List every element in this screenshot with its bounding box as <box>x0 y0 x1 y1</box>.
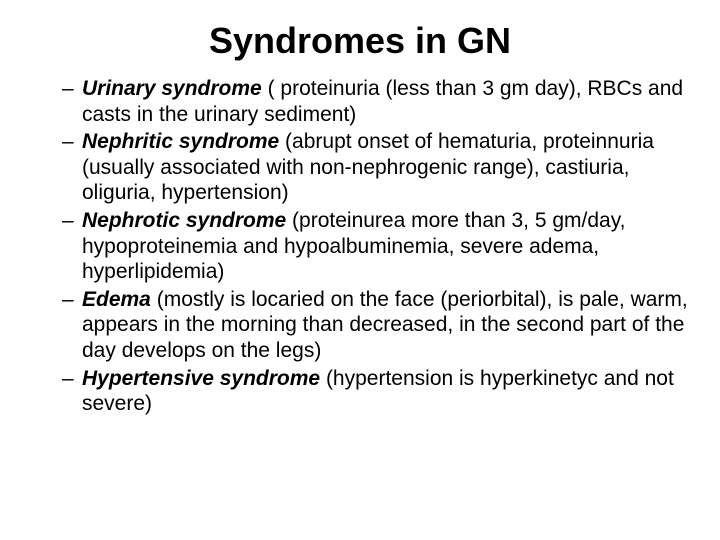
item-lead: Edema <box>82 288 151 311</box>
item-lead: Nephrotic syndrome <box>82 209 286 232</box>
list-item: Urinary syndrome ( proteinuria (less tha… <box>62 76 688 127</box>
slide-title: Syndromes in GN <box>28 20 692 62</box>
list-item: Nephrotic syndrome (proteinurea more tha… <box>62 208 688 285</box>
bullet-list: Urinary syndrome ( proteinuria (less tha… <box>28 76 692 417</box>
item-lead: Hypertensive syndrome <box>82 367 320 390</box>
item-lead: Nephritic syndrome <box>82 130 279 153</box>
list-item: Hypertensive syndrome (hypertension is h… <box>62 366 688 417</box>
list-item: Edema (mostly is locaried on the face (p… <box>62 287 688 364</box>
item-lead: Urinary syndrome <box>82 77 262 100</box>
list-item: Nephritic syndrome (abrupt onset of hema… <box>62 129 688 206</box>
slide: Syndromes in GN Urinary syndrome ( prote… <box>0 0 720 540</box>
item-rest: (mostly is locaried on the face (periorb… <box>82 288 688 362</box>
